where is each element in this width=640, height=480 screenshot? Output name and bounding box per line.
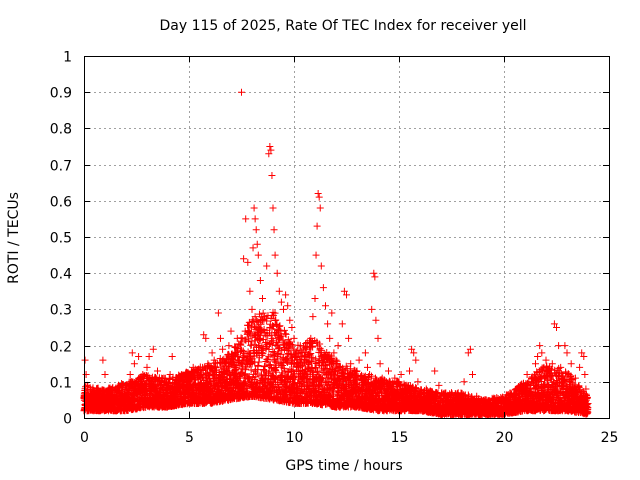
roti-point bbox=[276, 333, 284, 341]
roti-point bbox=[235, 372, 243, 380]
roti-point bbox=[259, 309, 267, 317]
roti-point bbox=[272, 368, 280, 376]
roti-point bbox=[251, 322, 259, 330]
roti-point bbox=[290, 345, 298, 353]
roti-point bbox=[264, 356, 272, 364]
roti-point bbox=[276, 322, 284, 330]
roti-point bbox=[269, 337, 277, 345]
roti-point bbox=[282, 330, 290, 338]
roti-point bbox=[258, 351, 266, 359]
roti-point bbox=[272, 367, 280, 375]
roti-point bbox=[287, 340, 295, 348]
chart-title: Day 115 of 2025, Rate Of TEC Index for r… bbox=[159, 18, 526, 34]
roti-point bbox=[253, 318, 261, 326]
data-points bbox=[80, 88, 592, 418]
roti-point bbox=[265, 345, 273, 353]
roti-point bbox=[276, 350, 284, 358]
roti-point bbox=[272, 316, 280, 324]
roti-point bbox=[237, 341, 245, 349]
roti-point bbox=[256, 334, 264, 342]
roti-point bbox=[281, 330, 289, 338]
roti-point bbox=[271, 309, 279, 317]
roti-point bbox=[278, 332, 286, 340]
roti-point bbox=[280, 326, 288, 334]
roti-point bbox=[277, 327, 285, 335]
roti-point bbox=[275, 322, 283, 330]
roti-point bbox=[269, 347, 277, 355]
roti-point bbox=[251, 313, 259, 321]
roti-point bbox=[297, 386, 305, 394]
roti-point bbox=[283, 357, 291, 365]
roti-point bbox=[255, 358, 263, 366]
roti-point bbox=[252, 373, 260, 381]
roti-point bbox=[245, 327, 253, 335]
roti-point bbox=[274, 339, 282, 347]
roti-point bbox=[245, 328, 253, 336]
roti-point bbox=[233, 345, 241, 353]
grid-lines bbox=[84, 56, 609, 418]
roti-point bbox=[254, 361, 262, 369]
roti-point bbox=[266, 367, 274, 375]
roti-point bbox=[260, 325, 268, 333]
roti-point bbox=[271, 316, 279, 324]
roti-point bbox=[263, 317, 271, 325]
roti-point bbox=[269, 322, 277, 330]
roti-point bbox=[274, 345, 282, 353]
roti-point bbox=[269, 322, 277, 330]
